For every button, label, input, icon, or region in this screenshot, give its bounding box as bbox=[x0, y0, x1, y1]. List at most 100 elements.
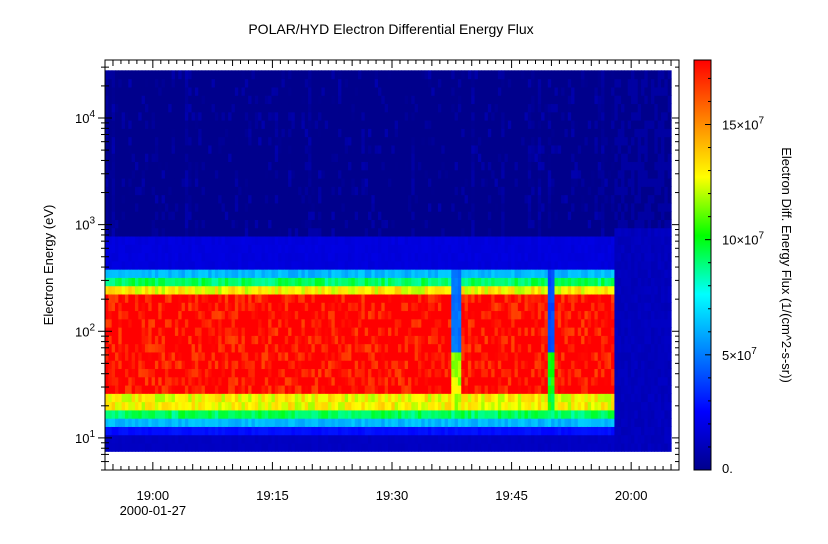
heatmap-cell bbox=[238, 161, 243, 171]
heatmap-cell bbox=[407, 136, 412, 146]
heatmap-cell bbox=[404, 285, 409, 295]
heatmap-cell bbox=[111, 260, 116, 270]
heatmap-cell bbox=[208, 252, 213, 262]
heatmap-cell bbox=[218, 418, 223, 427]
heatmap-cell bbox=[434, 111, 439, 121]
heatmap-cell bbox=[211, 161, 216, 171]
heatmap-cell bbox=[431, 277, 436, 287]
heatmap-cell bbox=[274, 252, 279, 262]
heatmap-cell bbox=[268, 343, 273, 353]
heatmap-cell bbox=[151, 111, 156, 121]
heatmap-cell bbox=[311, 103, 316, 113]
heatmap-cell bbox=[384, 418, 389, 427]
heatmap-cell bbox=[361, 318, 366, 328]
heatmap-cell bbox=[241, 103, 246, 113]
heatmap-cell bbox=[211, 269, 216, 278]
heatmap-cell bbox=[388, 161, 392, 171]
heatmap-cell bbox=[434, 169, 439, 179]
heatmap-cell bbox=[431, 285, 436, 295]
heatmap-cell bbox=[441, 70, 446, 80]
heatmap-cell bbox=[348, 426, 352, 436]
heatmap-cell bbox=[274, 186, 279, 196]
heatmap-cell bbox=[414, 393, 419, 403]
heatmap-cell bbox=[368, 260, 372, 270]
heatmap-cell bbox=[344, 269, 349, 278]
heatmap-cell bbox=[461, 120, 466, 129]
heatmap-cell bbox=[437, 202, 442, 212]
heatmap-cell bbox=[391, 293, 396, 303]
heatmap-cell bbox=[294, 343, 299, 353]
heatmap-cell bbox=[284, 194, 289, 204]
heatmap-cell bbox=[344, 434, 349, 444]
heatmap-cell bbox=[318, 219, 323, 229]
heatmap-cell bbox=[254, 227, 259, 237]
heatmap-cell bbox=[368, 86, 372, 96]
heatmap-cell bbox=[254, 434, 259, 444]
heatmap-cell bbox=[384, 144, 389, 154]
heatmap-cell bbox=[211, 360, 216, 370]
heatmap-cell bbox=[348, 161, 352, 171]
heatmap-cell bbox=[427, 78, 432, 88]
heatmap-cell bbox=[301, 384, 306, 394]
heatmap-cell bbox=[358, 401, 362, 411]
heatmap-cell bbox=[231, 111, 236, 121]
heatmap-cell bbox=[108, 219, 113, 229]
heatmap-cell bbox=[118, 144, 123, 154]
heatmap-cell bbox=[364, 310, 369, 320]
heatmap-cell bbox=[411, 269, 416, 278]
heatmap-cell bbox=[351, 103, 356, 113]
heatmap-cell bbox=[391, 136, 396, 146]
heatmap-cell bbox=[134, 426, 139, 436]
heatmap-cell bbox=[224, 194, 229, 204]
heatmap-cell bbox=[361, 70, 366, 80]
heatmap-cell bbox=[354, 442, 359, 452]
heatmap-cell bbox=[164, 401, 169, 411]
heatmap-cell bbox=[284, 418, 289, 427]
heatmap-cell bbox=[398, 442, 402, 452]
heatmap-cell bbox=[191, 302, 196, 312]
heatmap-cell bbox=[324, 384, 329, 394]
heatmap-cell bbox=[374, 302, 379, 312]
heatmap-cell bbox=[181, 302, 186, 312]
heatmap-cell bbox=[348, 351, 352, 361]
heatmap-cell bbox=[201, 293, 206, 303]
heatmap-cell bbox=[248, 244, 253, 254]
heatmap-cell bbox=[431, 86, 436, 96]
heatmap-cell bbox=[144, 393, 149, 403]
heatmap-cell bbox=[344, 144, 349, 154]
heatmap-cell bbox=[394, 285, 399, 295]
heatmap-cell bbox=[171, 211, 176, 220]
heatmap-cell bbox=[288, 227, 293, 237]
heatmap-cell bbox=[105, 219, 109, 229]
heatmap-cell bbox=[328, 128, 333, 138]
heatmap-cell bbox=[328, 252, 333, 262]
heatmap-cell bbox=[324, 401, 329, 411]
heatmap-cell bbox=[411, 376, 416, 386]
heatmap-cell bbox=[228, 202, 233, 212]
heatmap-cell bbox=[244, 302, 249, 312]
heatmap-cell bbox=[148, 235, 153, 245]
heatmap-cell bbox=[431, 219, 436, 229]
heatmap-cell bbox=[214, 211, 219, 220]
heatmap-cell bbox=[291, 144, 296, 154]
heatmap-cell bbox=[131, 409, 136, 419]
heatmap-cell bbox=[341, 153, 346, 163]
heatmap-cell bbox=[231, 144, 236, 154]
heatmap-cell bbox=[381, 252, 386, 262]
heatmap-cell bbox=[121, 211, 126, 220]
heatmap-cell bbox=[251, 285, 256, 295]
heatmap-cell bbox=[294, 235, 299, 245]
heatmap-cell bbox=[248, 260, 253, 270]
heatmap-cell bbox=[311, 318, 316, 328]
heatmap-cell bbox=[188, 186, 193, 196]
heatmap-cell bbox=[264, 161, 269, 171]
heatmap-cell bbox=[308, 360, 313, 370]
heatmap-cell bbox=[161, 351, 166, 361]
heatmap-cell bbox=[411, 177, 416, 187]
heatmap-cell bbox=[381, 442, 386, 452]
heatmap-cell bbox=[124, 78, 129, 88]
heatmap-cell bbox=[114, 343, 119, 353]
heatmap-cell bbox=[298, 136, 303, 146]
heatmap-cell bbox=[301, 277, 306, 287]
heatmap-cell bbox=[134, 144, 139, 154]
